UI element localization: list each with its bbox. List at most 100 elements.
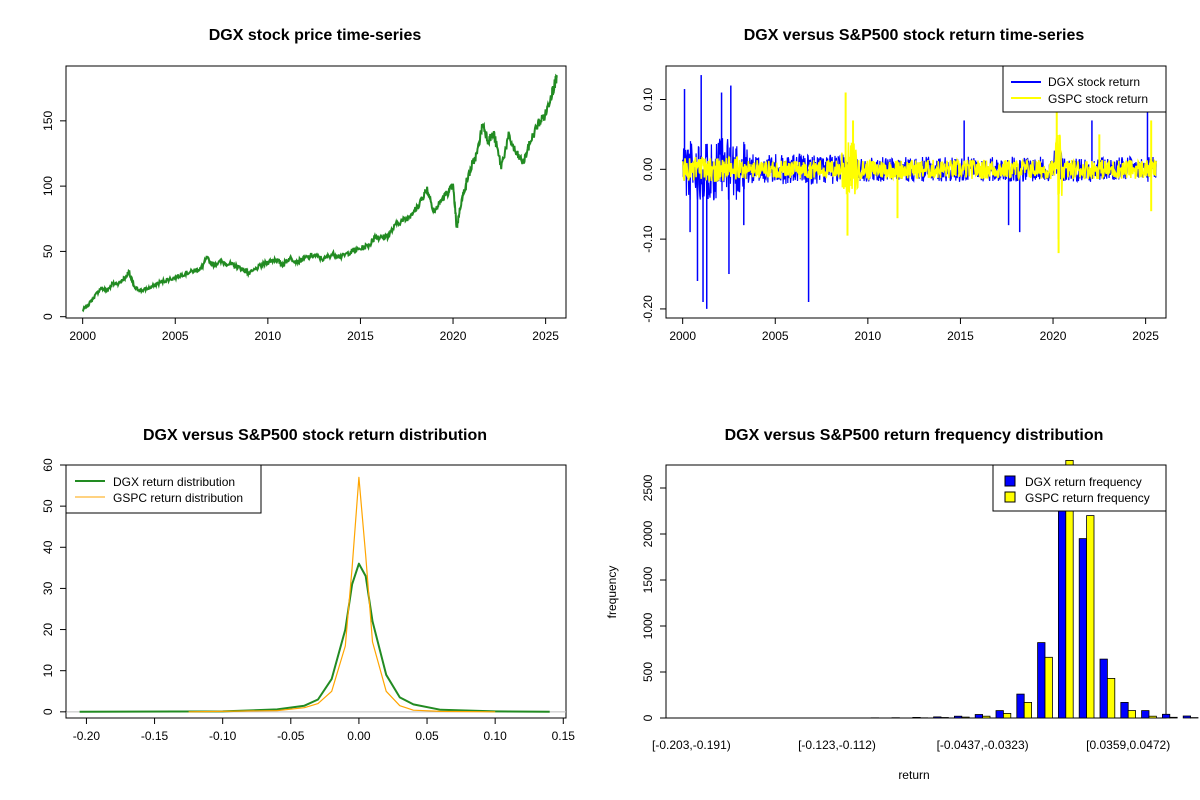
frequency-x-axis: [-0.203,-0.191) [-0.123,-0.112) [-0.0437,-… <box>652 738 1170 752</box>
dgx-frequency-bar <box>912 717 921 719</box>
price-chart-title: DGX stock price time-series <box>209 27 422 44</box>
legend-box <box>1002 65 1167 113</box>
x-tick-label: 2025 <box>1132 329 1159 343</box>
gspc-frequency-bar <box>1148 715 1157 719</box>
distribution-legend: DGX return distribution GSPC return dist… <box>65 464 262 514</box>
distribution-x-axis: -0.20 -0.15 -0.10 -0.05 0.00 0.05 0.10 0.15 <box>73 717 576 743</box>
y-tick-label: 500 <box>641 662 655 682</box>
y-tick-label: 0.00 <box>641 157 655 181</box>
x-tick-label: 0.05 <box>415 729 439 743</box>
price-timeseries-panel: DGX stock price time-series 2000 2005 2010… <box>41 27 567 343</box>
price-y-axis: 0 50 100 150 <box>41 111 67 320</box>
gspc-frequency-bar <box>1065 459 1074 719</box>
price-plot-frame <box>65 65 567 319</box>
gspc-frequency-bar <box>1003 713 1012 719</box>
dgx-frequency-bar <box>974 714 984 719</box>
price-x-axis: 2000 2005 2010 2015 2020 2025 <box>69 317 559 343</box>
dgx-frequency-bar <box>1120 702 1129 719</box>
legend-label-gspc: GSPC return frequency <box>1025 491 1150 505</box>
x-tick-label: 2020 <box>1040 329 1067 343</box>
x-tick-label: -0.15 <box>141 729 169 743</box>
frequency-panel: DGX versus S&P500 return frequency distr… <box>605 427 1199 782</box>
dgx-frequency-bar <box>1141 710 1150 719</box>
y-tick-label: 0.10 <box>641 88 655 112</box>
distribution-title: DGX versus S&P500 stock return distribut… <box>143 427 487 444</box>
x-tick-label: 2010 <box>855 329 882 343</box>
frequency-x-label: return <box>898 768 929 782</box>
dgx-density-line <box>79 562 550 713</box>
legend-label-dgx: DGX return frequency <box>1025 475 1142 489</box>
gspc-frequency-bar <box>940 717 949 719</box>
y-tick-label: 2000 <box>641 520 655 547</box>
return-timeseries-series <box>681 75 1158 309</box>
x-tick-label: 2010 <box>255 329 282 343</box>
frequency-legend: DGX return frequency GSPC return frequen… <box>992 464 1167 512</box>
gspc-frequency-bar <box>961 716 970 719</box>
gspc-frequency-bar <box>1086 515 1095 719</box>
return-timeseries-panel: DGX versus S&P500 stock return time-seri… <box>641 27 1167 343</box>
y-tick-label: 1500 <box>641 566 655 593</box>
legend-label-dgx: DGX stock return <box>1048 75 1140 89</box>
y-tick-label: 10 <box>41 664 55 678</box>
y-tick-label: 0 <box>41 313 55 320</box>
dgx-frequency-bar <box>1037 642 1046 719</box>
legend-box <box>992 464 1167 512</box>
y-tick-label: 40 <box>41 540 55 554</box>
x-tick-label: -0.20 <box>73 729 101 743</box>
gspc-return-line <box>681 134 1158 196</box>
y-tick-label: 50 <box>41 499 55 513</box>
x-tick-label: 2000 <box>69 329 96 343</box>
frequency-y-axis: 0 500 1000 1500 2000 2500 <box>641 474 667 721</box>
gspc-frequency-bar <box>1044 656 1053 719</box>
y-tick-label: 100 <box>41 176 55 196</box>
gspc-density-line <box>188 476 496 713</box>
frequency-bars <box>683 459 1199 719</box>
legend-label-dgx: DGX return distribution <box>113 475 235 489</box>
y-tick-label: 150 <box>41 111 55 131</box>
dgx-frequency-bar <box>995 710 1004 719</box>
legend-swatch-dgx <box>1004 475 1016 487</box>
y-tick-label: 0 <box>41 708 55 715</box>
x-tick-label: 2025 <box>532 329 559 343</box>
dgx-frequency-bar <box>1078 538 1087 719</box>
y-tick-label: 30 <box>41 581 55 595</box>
return-timeseries-title: DGX versus S&P500 stock return time-seri… <box>744 27 1085 44</box>
y-tick-label: 50 <box>41 244 55 258</box>
frequency-y-label: frequency <box>605 566 619 619</box>
y-tick-label: 20 <box>41 623 55 637</box>
dgx-frequency-bar <box>1099 658 1108 719</box>
x-tick-label: [-0.0437,-0.0323) <box>937 738 1029 752</box>
x-tick-label: 2020 <box>440 329 467 343</box>
y-tick-label: 0 <box>641 714 655 721</box>
dgx-frequency-bar <box>1058 510 1067 719</box>
x-tick-label: 0.15 <box>552 729 576 743</box>
gspc-frequency-bar <box>1023 702 1032 719</box>
gspc-frequency-bar <box>982 715 991 719</box>
x-tick-label: 2005 <box>762 329 789 343</box>
price-series <box>81 73 558 313</box>
y-tick-label: -0.20 <box>641 295 655 323</box>
return-timeseries-y-axis: -0.20 -0.10 0.00 0.10 <box>641 88 667 323</box>
x-tick-label: [-0.123,-0.112) <box>798 738 876 752</box>
legend-label-gspc: GSPC stock return <box>1048 92 1148 106</box>
return-distribution-panel: DGX versus S&P500 stock return distribut… <box>41 427 575 743</box>
return-timeseries-legend: DGX stock return GSPC stock return <box>1002 65 1167 113</box>
legend-box <box>65 464 262 514</box>
x-tick-label: [0.0359,0.0472) <box>1086 738 1170 752</box>
distribution-y-axis: 0 10 20 30 40 50 60 <box>41 458 67 715</box>
y-tick-label: 1000 <box>641 612 655 639</box>
frequency-title: DGX versus S&P500 return frequency distr… <box>725 427 1104 444</box>
legend-label-gspc: GSPC return distribution <box>113 491 243 505</box>
dgx-frequency-bar <box>1016 693 1025 719</box>
price-line <box>81 73 558 313</box>
x-tick-label: [-0.203,-0.191) <box>652 738 731 752</box>
x-tick-label: 0.00 <box>347 729 371 743</box>
dgx-frequency-bar <box>954 715 963 719</box>
y-tick-label: 60 <box>41 458 55 472</box>
y-tick-label: 2500 <box>641 474 655 501</box>
gspc-frequency-bar <box>1107 678 1116 719</box>
dgx-frequency-bar <box>933 716 942 719</box>
x-tick-label: 2005 <box>162 329 189 343</box>
y-tick-label: -0.10 <box>641 225 655 253</box>
